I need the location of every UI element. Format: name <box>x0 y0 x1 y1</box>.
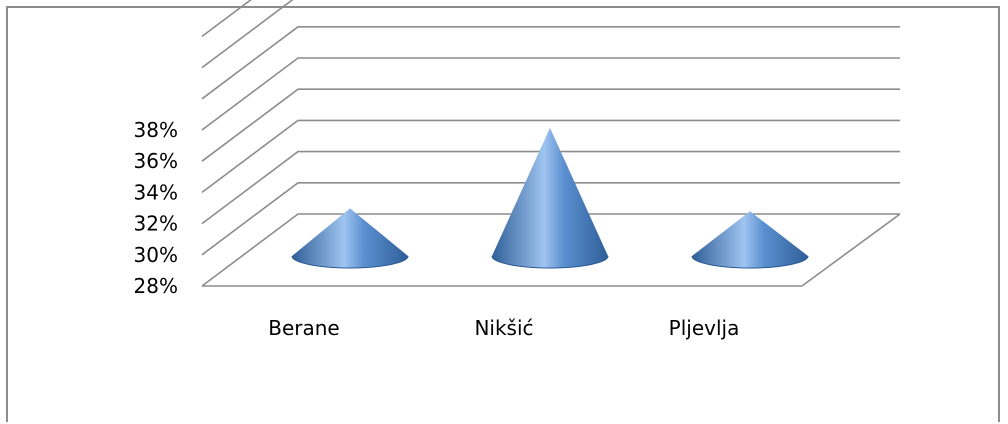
cone <box>291 208 409 269</box>
x-axis: Berane Nikšić Pljevlja <box>268 316 739 340</box>
gridlines <box>201 0 901 287</box>
gridline <box>201 25 900 100</box>
category-label: Pljevlja <box>669 316 740 340</box>
cones <box>291 127 809 269</box>
gridline <box>201 150 900 225</box>
y-tick-label: 38% <box>134 118 178 142</box>
y-tick-label: 36% <box>134 149 178 173</box>
cone <box>491 127 609 269</box>
y-tick-label: 28% <box>134 274 178 298</box>
y-tick-label: 30% <box>134 243 178 267</box>
gridline <box>201 0 294 69</box>
gridline <box>201 119 900 194</box>
gridline <box>201 0 252 38</box>
gridline <box>201 88 900 162</box>
y-tick-label: 34% <box>134 180 178 204</box>
gridline <box>201 213 900 287</box>
category-label: Nikšić <box>474 316 533 340</box>
category-label: Berane <box>268 316 339 340</box>
gridline <box>201 57 900 131</box>
y-axis: 28% 30% 32% 34% 36% 38% <box>134 118 178 298</box>
floor-edge <box>202 213 901 287</box>
y-tick-label: 32% <box>134 212 178 236</box>
gridline <box>201 182 900 256</box>
cone <box>691 211 809 269</box>
